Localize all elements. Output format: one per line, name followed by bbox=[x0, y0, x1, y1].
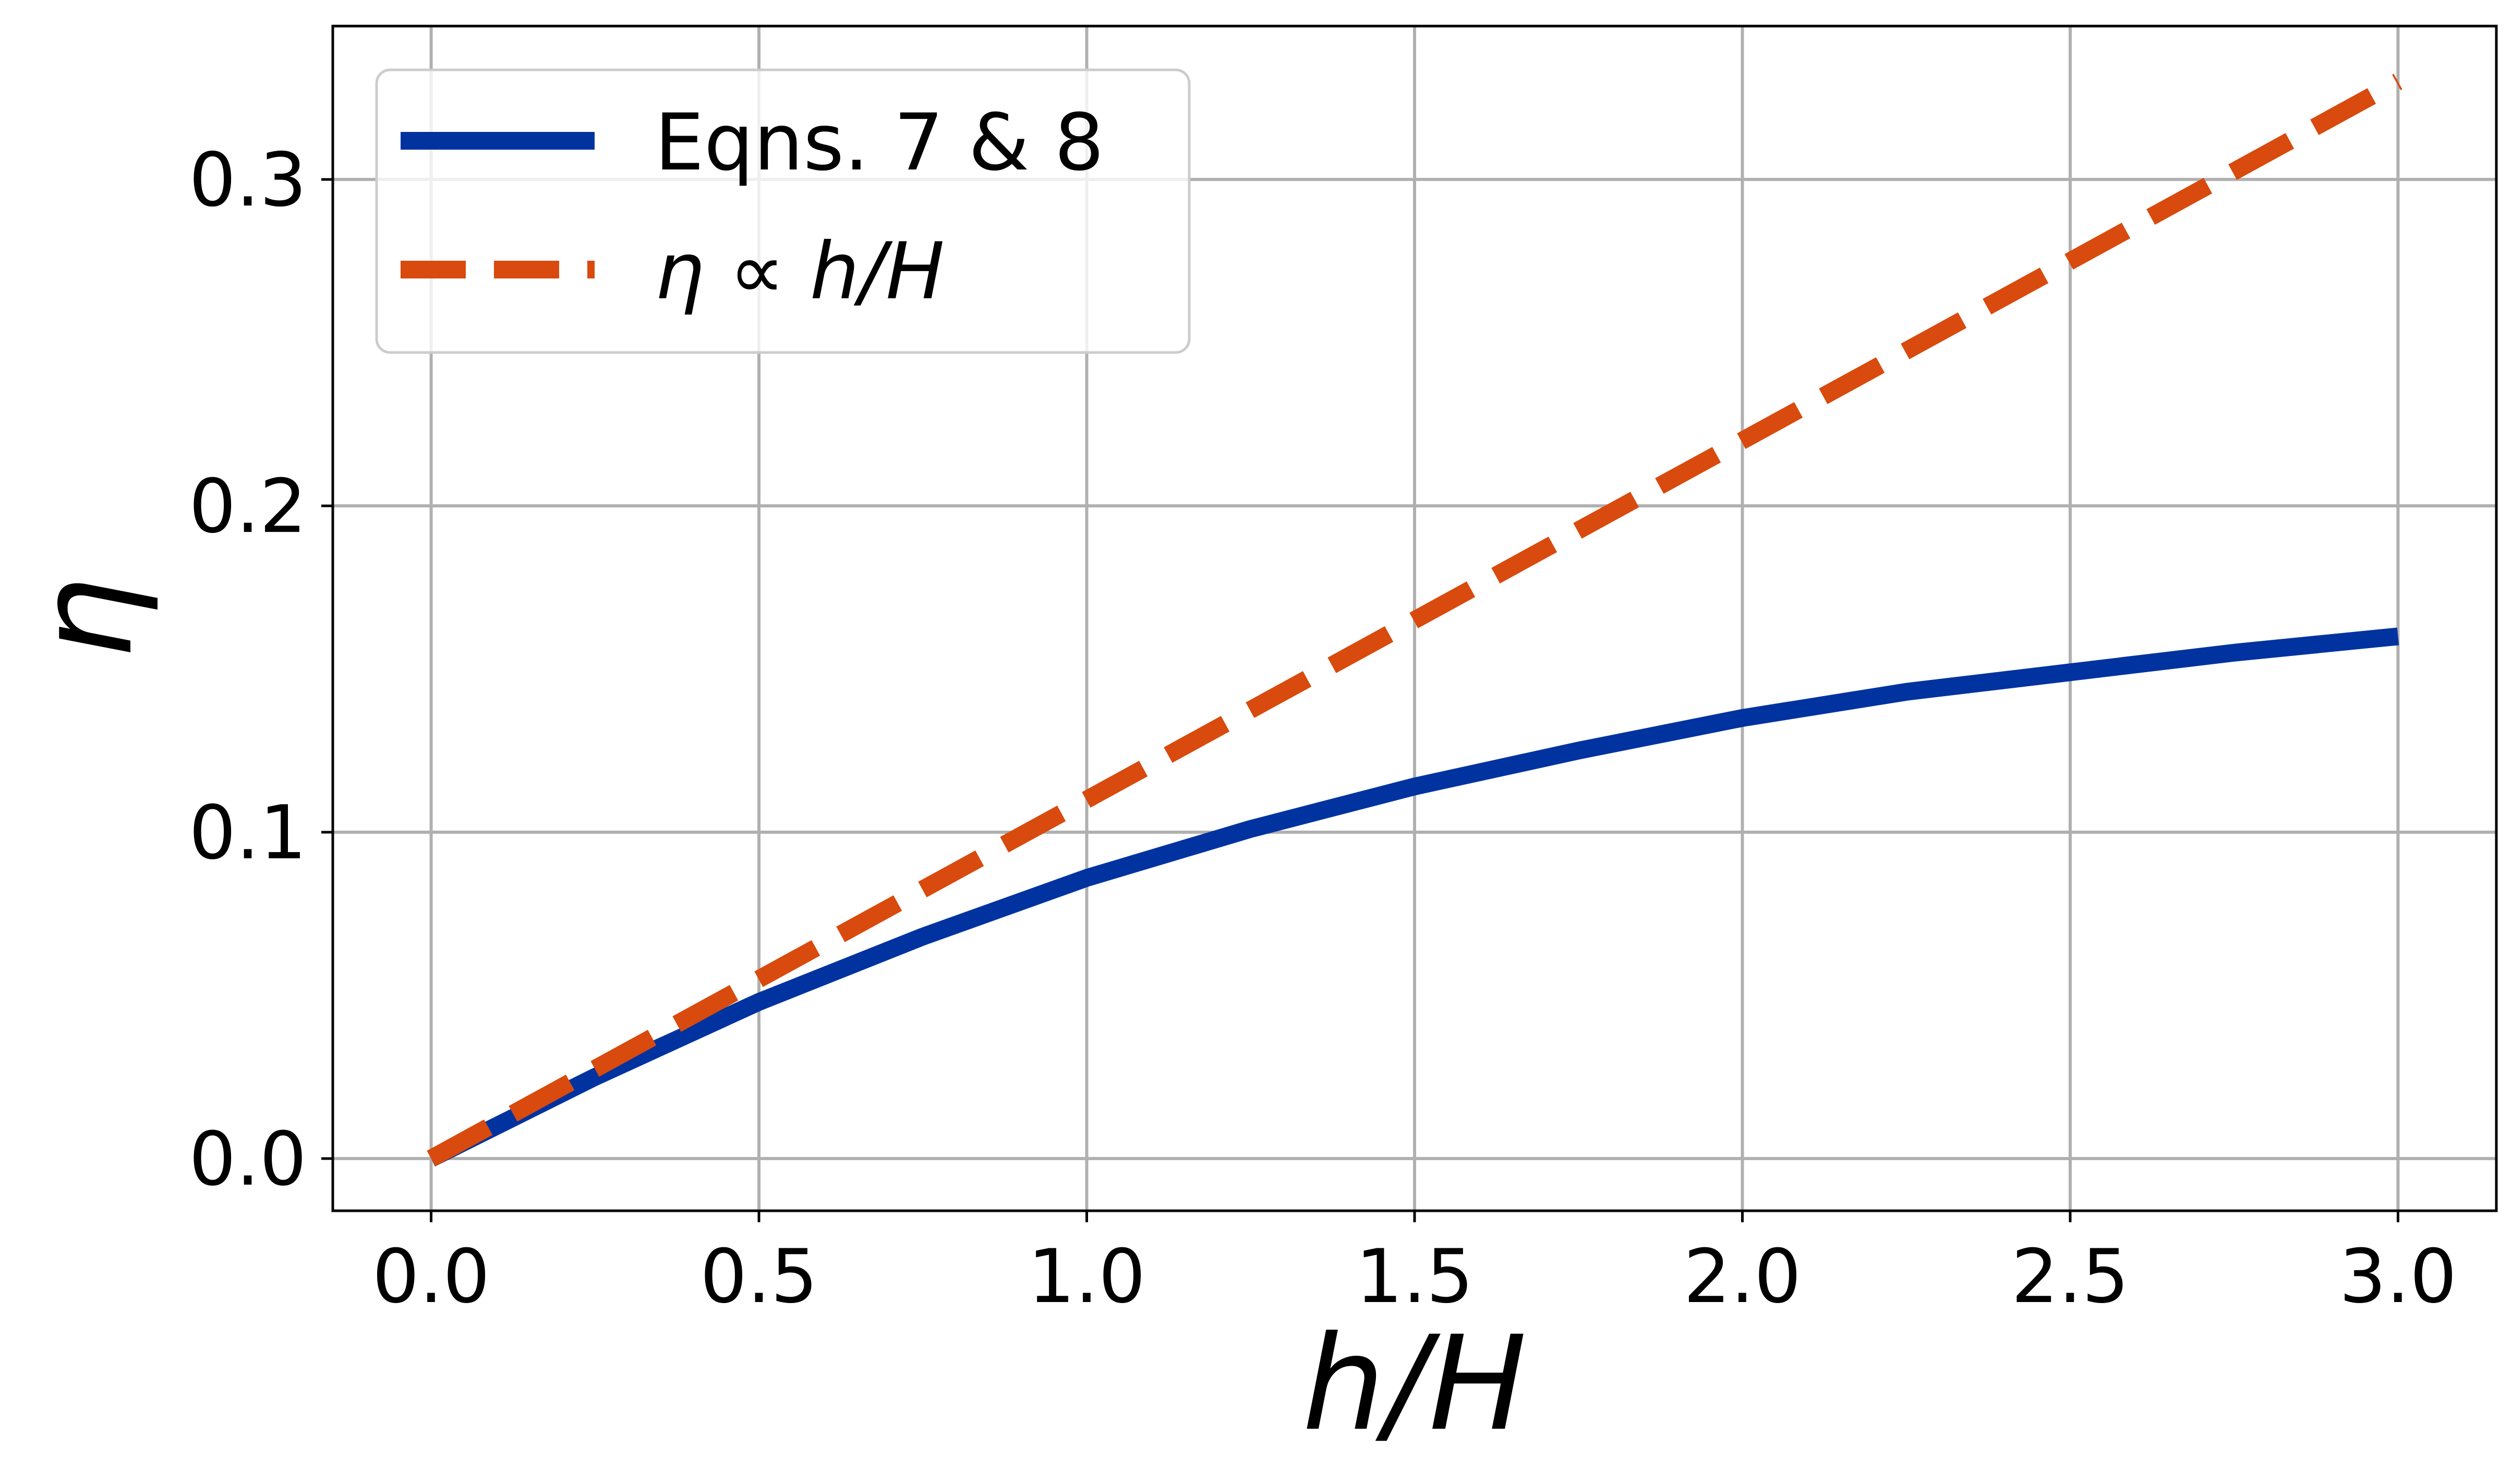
legend-label-proportional: η ∝ h/H bbox=[655, 226, 945, 317]
x-tick-label: 1.0 bbox=[1028, 1234, 1146, 1320]
x-tick-label: 0.5 bbox=[700, 1234, 818, 1320]
x-tick-label: 0.0 bbox=[372, 1234, 490, 1320]
x-tick-label: 2.0 bbox=[1684, 1234, 1802, 1320]
series-line-proportional bbox=[427, 74, 2402, 1166]
series-layer bbox=[427, 74, 2402, 1167]
tick-labels: 0.0 0.5 1.0 1.5 2.0 2.5 3.0 0.0 0.1 0.2 0.3 bbox=[189, 137, 2457, 1320]
x-tick-label: 2.5 bbox=[2011, 1234, 2129, 1320]
y-tick-label: 0.2 bbox=[189, 464, 307, 550]
x-tick-label: 1.5 bbox=[1356, 1234, 1474, 1320]
y-tick-label: 0.3 bbox=[189, 137, 307, 223]
series-line-eqns bbox=[427, 627, 2399, 1167]
legend: Eqns. 7 & 8 η ∝ h/H bbox=[375, 68, 1191, 354]
x-tick-label: 3.0 bbox=[2339, 1234, 2457, 1320]
y-axis-label: η bbox=[9, 577, 161, 660]
x-axis-label: h/H bbox=[1302, 1308, 1527, 1459]
y-tick-label: 0.0 bbox=[189, 1116, 307, 1202]
legend-label-eqns: Eqns. 7 & 8 bbox=[655, 98, 1104, 188]
ticks bbox=[321, 178, 2399, 1222]
y-tick-label: 0.1 bbox=[189, 790, 307, 876]
